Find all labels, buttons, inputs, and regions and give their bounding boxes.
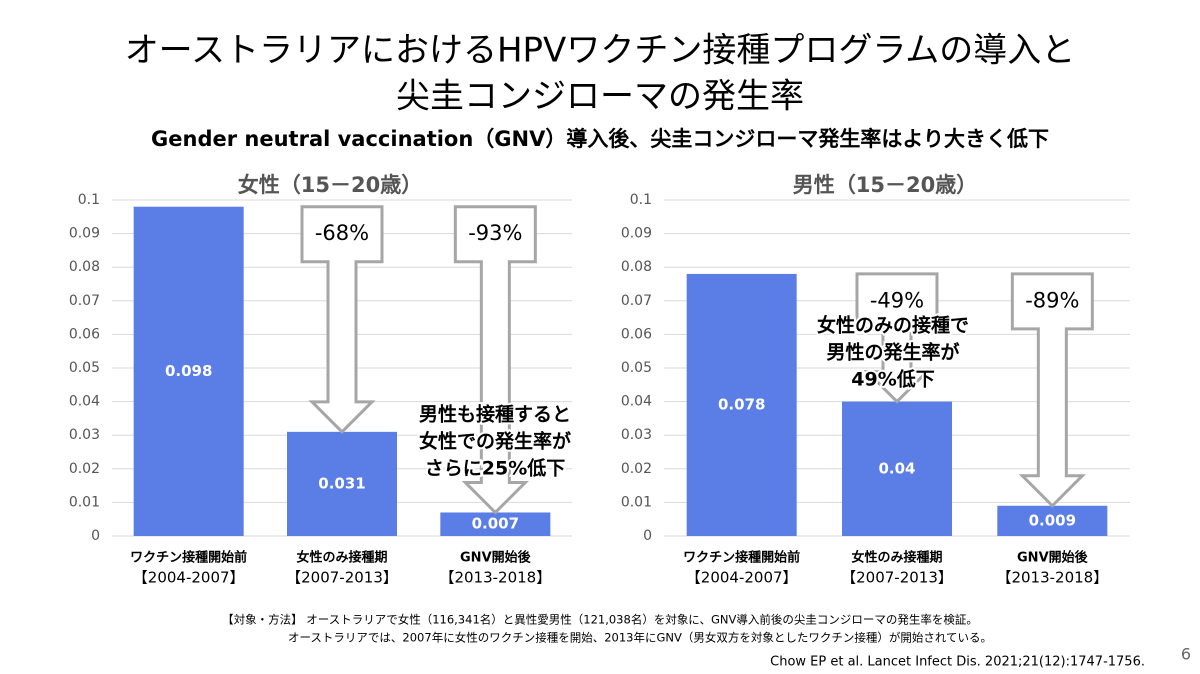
x-tick-period: 【2013-2018】 (996, 569, 1108, 587)
value-label: 0.007 (472, 515, 519, 533)
y-tick-label: 0.08 (69, 259, 100, 275)
x-tick-label: ワクチン接種開始前 (130, 550, 247, 566)
x-tick-label: GNV開始後 (1017, 550, 1089, 566)
x-tick-period: 【2013-2018】 (439, 569, 551, 587)
arrow (453, 205, 537, 515)
y-tick-label: 0.03 (69, 427, 100, 443)
callout: 女性のみの接種で (817, 314, 969, 337)
value-label: 0.009 (1029, 511, 1076, 529)
callout: 男性の発生率が (826, 341, 959, 364)
y-tick-label: 0.04 (621, 394, 652, 410)
x-tick-period: 【2007-2013】 (286, 569, 398, 587)
y-tick-label: 0.07 (69, 293, 100, 309)
x-tick-label: 女性のみ接種期 (296, 550, 387, 566)
y-tick-label: 0.06 (621, 326, 652, 342)
value-label: 0.031 (318, 474, 365, 492)
chart-title: 女性（15－20歳） (238, 173, 422, 197)
y-tick-label: 0.02 (621, 461, 652, 477)
y-tick-label: 0.1 (630, 192, 652, 208)
y-tick-label: 0.05 (621, 360, 652, 376)
annotation: -89% (1025, 288, 1079, 312)
bar (842, 401, 952, 536)
citation: Chow EP et al. Lancet Infect Dis. 2021;2… (770, 655, 1145, 670)
y-tick-label: 0.05 (69, 360, 100, 376)
y-tick-label: 0.04 (69, 394, 100, 410)
note: 【対象・方法】 オーストラリアで女性（116,341名）と異性愛男性（121,0… (222, 613, 978, 627)
x-tick-label: 女性のみ接種期 (851, 550, 942, 566)
annotation: -93% (468, 221, 522, 245)
slide-subtitle: Gender neutral vaccination（GNV）導入後、尖圭コンジ… (151, 127, 1049, 151)
y-tick-label: 0.01 (621, 494, 652, 510)
y-tick-label: 0 (91, 528, 100, 544)
callout: さらに25%低下 (425, 457, 565, 480)
y-tick-label: 0.06 (69, 326, 100, 342)
y-tick-label: 0 (643, 528, 652, 544)
y-tick-label: 0.01 (69, 494, 100, 510)
value-label: 0.04 (878, 459, 915, 477)
x-tick-label: ワクチン接種開始前 (683, 550, 800, 566)
note: オーストラリアでは、2007年に女性のワクチン接種を開始、2013年にGNV（男… (288, 631, 992, 645)
x-tick-period: 【2007-2013】 (841, 569, 953, 587)
y-tick-label: 0.03 (621, 427, 652, 443)
page-number: 6 (1181, 645, 1191, 664)
arrow (1010, 272, 1094, 508)
slide-title: 尖圭コンジローマの発生率 (396, 77, 804, 117)
bar (997, 505, 1108, 536)
callout: 女性での発生率が (419, 430, 571, 453)
x-tick-label: GNV開始後 (460, 550, 532, 566)
bar (440, 512, 551, 536)
x-tick-period: 【2004-2007】 (686, 569, 798, 587)
arrow (855, 272, 939, 404)
y-tick-label: 0.07 (621, 293, 652, 309)
annotation: -49% (870, 288, 924, 312)
arrow (300, 205, 384, 434)
slide-title: オーストラリアにおけるHPVワクチン接種プログラムの導入と (125, 31, 1076, 71)
value-label: 0.098 (165, 362, 212, 380)
y-tick-label: 0.1 (78, 192, 100, 208)
y-tick-label: 0.08 (621, 259, 652, 275)
y-tick-label: 0.02 (69, 461, 100, 477)
bar (287, 431, 397, 536)
value-label: 0.078 (718, 395, 765, 413)
x-tick-period: 【2004-2007】 (133, 569, 245, 587)
y-tick-label: 0.09 (69, 226, 100, 242)
y-tick-label: 0.09 (621, 226, 652, 242)
annotation: -68% (315, 221, 369, 245)
bar (686, 273, 797, 536)
bar (133, 206, 244, 536)
callout: 男性も接種すると (419, 403, 571, 426)
callout: 49%低下 (851, 368, 934, 391)
chart-title: 男性（15－20歳） (793, 173, 977, 197)
